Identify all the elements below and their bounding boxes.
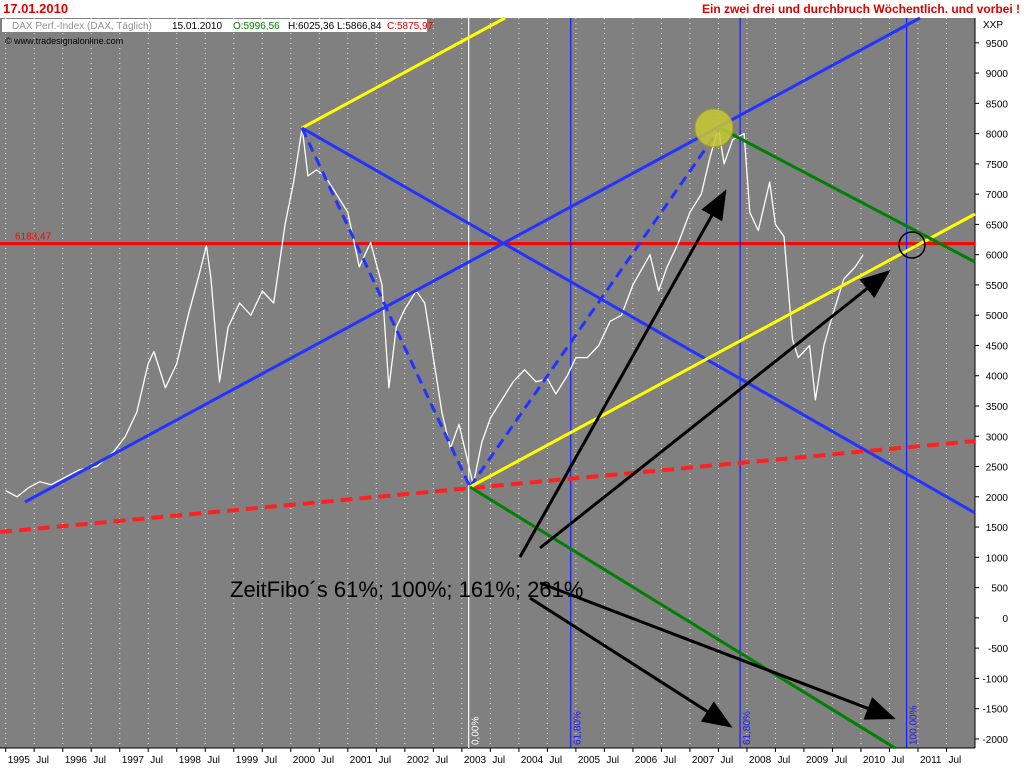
y-tick-label: 500	[991, 584, 1008, 595]
y-tick-label: 1500	[986, 523, 1009, 534]
annotation: ZeitFibo´s 61%; 100%; 161%; 261%	[230, 577, 583, 602]
y-tick-label: -500	[988, 644, 1008, 655]
x-tick-label: 2006	[635, 755, 658, 766]
y-tick-label: 4000	[986, 372, 1009, 383]
horizontal-line-label: 6183,47	[15, 232, 52, 243]
copyright: © www.tradesignalonline.com	[5, 36, 123, 46]
x-tick-label: Jul	[378, 755, 391, 766]
x-tick-label: Jul	[663, 755, 676, 766]
y-tick-label: 8000	[986, 130, 1009, 141]
y-tick-label: 2500	[986, 463, 1009, 474]
legend-high: H:6025,36	[288, 21, 335, 32]
legend-open: O:5996,56	[233, 21, 280, 32]
x-tick-label: Jul	[36, 755, 49, 766]
x-tick-label: 2007	[692, 755, 715, 766]
legend-date: 15.01.2010	[172, 21, 222, 32]
y-tick-label: 9500	[986, 39, 1009, 50]
x-tick-label: 1996	[65, 755, 88, 766]
trend-line	[301, 16, 506, 130]
y-tick-label: 6500	[986, 220, 1009, 231]
x-tick-label: 1998	[179, 755, 202, 766]
y-tick-label: 3000	[986, 432, 1009, 443]
x-tick-label: 2010	[863, 755, 886, 766]
arrows	[518, 189, 896, 728]
x-tick-label: Jul	[150, 755, 163, 766]
y-tick-label: -1000	[982, 674, 1008, 685]
y-tick-label: -2000	[982, 735, 1008, 746]
highlight-circle	[898, 231, 926, 259]
x-tick-label: Jul	[207, 755, 220, 766]
x-tick-label: 2005	[578, 755, 601, 766]
plot-area	[0, 18, 975, 748]
legend-low: L:5866,84	[337, 21, 382, 32]
y-tick-label: 4500	[986, 341, 1009, 352]
x-tick-label: Jul	[720, 755, 733, 766]
y-tick-label: 5500	[986, 281, 1009, 292]
trend-line	[719, 126, 976, 264]
x-tick-label: Jul	[891, 755, 904, 766]
highlight-circle	[694, 108, 734, 148]
y-tick-label: 0	[1002, 614, 1008, 625]
x-tick-label: Jul	[606, 755, 619, 766]
chart-title: Ein zwei drei und durchbruch Wöchentlich…	[702, 2, 1020, 16]
y-tick-label: 6000	[986, 251, 1009, 262]
x-tick-label: 2004	[521, 755, 544, 766]
y-tick-label: 1000	[986, 553, 1009, 564]
y-tick-label: 3500	[986, 402, 1009, 413]
date: 17.01.2010	[3, 1, 68, 16]
arrow	[529, 596, 733, 728]
x-tick-label: Jul	[435, 755, 448, 766]
x-tick-label: 2003	[464, 755, 487, 766]
trend-line	[468, 127, 722, 488]
arrow	[518, 189, 727, 558]
legend-close: C:5875,97	[387, 21, 434, 32]
trend-line	[300, 127, 472, 488]
x-tick-label: 2002	[407, 755, 430, 766]
x-tick-label: 2008	[749, 755, 772, 766]
y-tick-label: 7500	[986, 160, 1009, 171]
x-tick-label: 2009	[806, 755, 829, 766]
y-tick-label: 7000	[986, 190, 1009, 201]
arrow	[539, 270, 891, 550]
fibo-time-label: 100,00%	[909, 705, 920, 745]
legend-box	[2, 19, 427, 32]
y-tick-label: 2000	[986, 493, 1009, 504]
x-tick-label: Jul	[264, 755, 277, 766]
x-tick-label: 1995	[8, 755, 31, 766]
x-tick-label: Jul	[492, 755, 505, 766]
y-tick-label: 8500	[986, 99, 1009, 110]
fibo-time-label: 61,80%	[742, 711, 753, 745]
trend-lines	[0, 16, 976, 750]
x-tick-label: 2000	[293, 755, 316, 766]
x-tick-label: 2011	[920, 755, 942, 766]
x-tick-label: Jul	[549, 755, 562, 766]
y-tick-label: 5000	[986, 311, 1009, 322]
x-tick-label: Jul	[948, 755, 961, 766]
x-tick-label: Jul	[321, 755, 334, 766]
x-tick-label: Jul	[93, 755, 106, 766]
fibo-time-label: 0,00%	[471, 717, 482, 745]
y-tick-label: -1500	[982, 705, 1008, 716]
y-axis-label: XXP	[983, 20, 1003, 31]
trend-line	[24, 16, 921, 504]
legend-instrument: DAX Perf.-Index (DAX, Täglich)	[12, 21, 152, 32]
arrow	[539, 581, 896, 720]
x-tick-label: 1997	[122, 755, 145, 766]
x-tick-label: 2001	[350, 755, 373, 766]
x-tick-label: 1999	[236, 755, 259, 766]
y-tick-label: 9000	[986, 69, 1009, 80]
trend-line	[469, 485, 896, 750]
fibo-time-label: 61,80%	[573, 711, 584, 745]
x-tick-label: Jul	[834, 755, 847, 766]
trend-line	[301, 126, 976, 515]
trend-line	[0, 439, 976, 534]
trend-line	[469, 212, 976, 489]
x-tick-label: Jul	[777, 755, 790, 766]
